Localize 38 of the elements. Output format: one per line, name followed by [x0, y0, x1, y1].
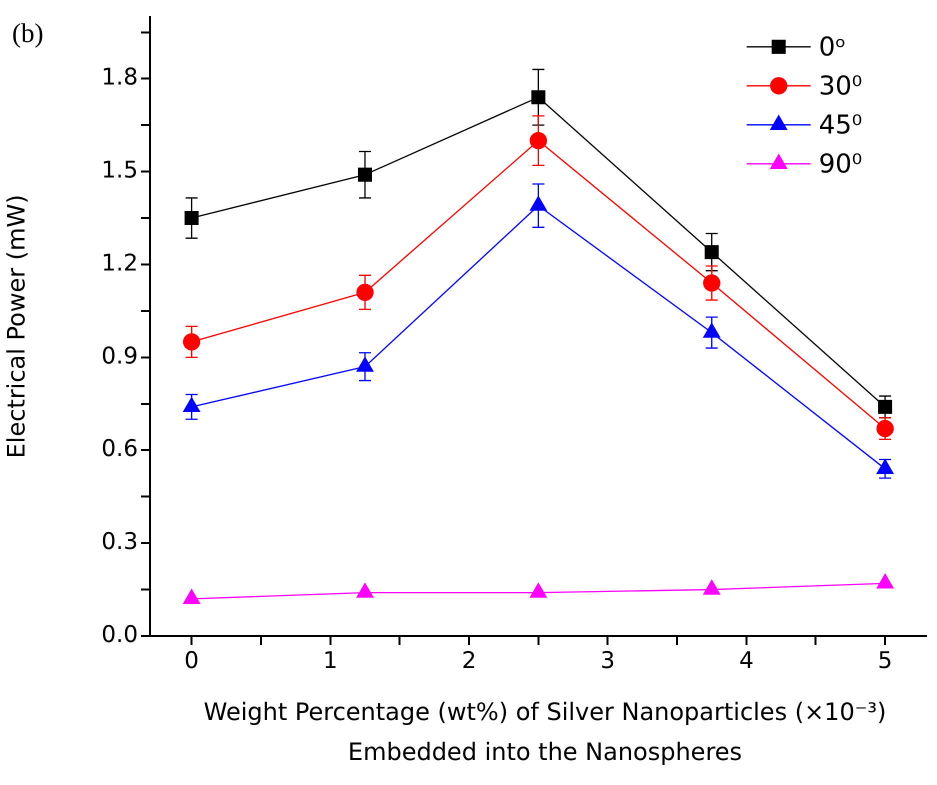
- point: [356, 583, 374, 598]
- point: [356, 284, 374, 301]
- x-tick-label: 5: [878, 648, 892, 674]
- x-tick-label: 1: [322, 648, 338, 674]
- point: [530, 132, 547, 150]
- legend-label: 0ᵒ: [818, 32, 846, 63]
- point: [704, 245, 719, 260]
- legend-label: 30⁰: [818, 72, 862, 102]
- y-tick-label: 0.3: [101, 529, 138, 556]
- point: [531, 90, 546, 104]
- y-tick-label: 0.9: [101, 343, 138, 370]
- point: [182, 333, 200, 351]
- point: [876, 574, 894, 589]
- point: [876, 459, 894, 474]
- y-tick-label: 0.0: [101, 622, 138, 648]
- point: [703, 274, 720, 292]
- x-tick-label: 2: [462, 648, 476, 674]
- y-tick-label: 1.2: [101, 250, 138, 276]
- point: [878, 400, 892, 414]
- x-tick-label: 0: [184, 648, 199, 674]
- legend-label: 90⁰: [818, 150, 862, 180]
- x-tick-label: 3: [600, 648, 616, 674]
- point: [356, 357, 374, 372]
- point: [703, 580, 720, 595]
- point: [183, 589, 200, 604]
- y-tick-label: 1.5: [101, 158, 138, 184]
- point: [184, 211, 199, 226]
- y-axis-title: Electrical Power (mW): [2, 194, 31, 458]
- legend-label: 45⁰: [818, 110, 862, 141]
- point: [358, 168, 372, 182]
- point: [876, 420, 894, 438]
- x-axis-title: Weight Percentage (wt%) of Silver Nanoparticles (×10⁻³) Embedded into the Nanospheres: [202, 697, 888, 768]
- x-tick-label: 4: [739, 648, 754, 674]
- point: [183, 397, 200, 412]
- y-tick-label: 1.8: [101, 64, 138, 91]
- y-tick-label: 0.6: [101, 436, 138, 462]
- point: [530, 583, 547, 598]
- text: (b): [12, 18, 44, 49]
